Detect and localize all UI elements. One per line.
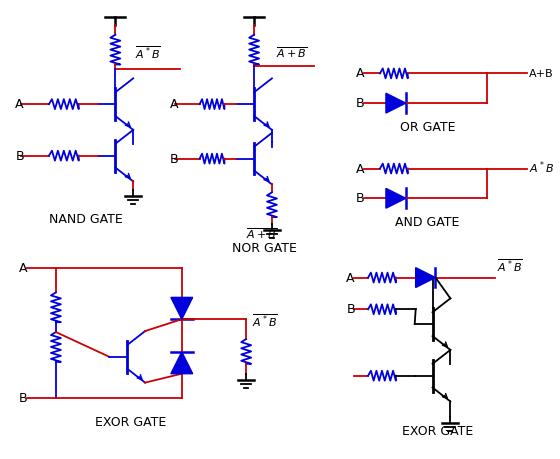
Text: B: B [19,392,28,405]
Text: A: A [170,98,179,111]
Polygon shape [386,93,406,113]
Polygon shape [171,352,193,374]
Text: OR GATE: OR GATE [400,121,455,134]
Text: EXOR GATE: EXOR GATE [95,416,166,429]
Text: A+B: A+B [529,69,553,79]
Text: NAND GATE: NAND GATE [49,213,123,226]
Polygon shape [171,297,193,319]
Text: A: A [19,262,28,274]
Text: NOR GATE: NOR GATE [232,242,296,255]
Text: $\overline{A^*B}$: $\overline{A^*B}$ [252,313,278,329]
Text: $A^*B$: $A^*B$ [529,159,554,176]
Text: A: A [356,162,365,175]
Text: $\overline{A+B}$: $\overline{A+B}$ [276,46,307,61]
Text: AND GATE: AND GATE [395,216,460,229]
Text: A: A [346,272,355,285]
Text: B: B [15,150,24,162]
Text: B: B [356,97,365,110]
Text: B: B [170,152,179,166]
Text: EXOR GATE: EXOR GATE [402,425,473,438]
Text: $\overline{A^*B}$: $\overline{A^*B}$ [135,45,161,62]
Text: $\overline{A^*B}$: $\overline{A^*B}$ [497,257,523,274]
Text: A: A [356,67,365,80]
Text: B: B [346,303,355,316]
Text: B: B [356,192,365,205]
Text: $\overline{A+B}$: $\overline{A+B}$ [246,226,278,241]
Text: A: A [15,98,24,111]
Polygon shape [386,188,406,208]
Polygon shape [416,268,436,287]
